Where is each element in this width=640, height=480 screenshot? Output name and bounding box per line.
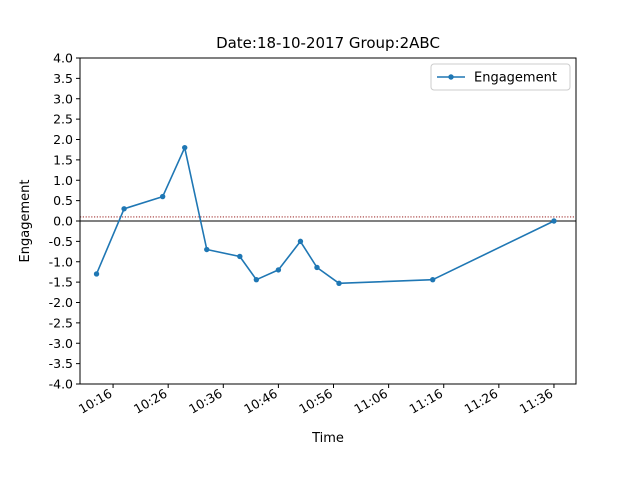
x-tick-label: 11:16 xyxy=(407,386,446,417)
data-point xyxy=(275,267,282,273)
reference-lines xyxy=(80,216,576,222)
series-line xyxy=(95,146,555,285)
y-tick-label: 4.0 xyxy=(53,51,73,66)
data-point xyxy=(204,246,210,253)
data-point xyxy=(253,276,260,283)
y-axis-title: Engagement xyxy=(18,180,33,263)
y-tick-label: -0.5 xyxy=(49,234,73,249)
x-tick-label: 10:16 xyxy=(76,386,115,417)
y-tick-label: -3.0 xyxy=(49,336,73,351)
data-point xyxy=(336,280,342,287)
y-tick-label: 3.0 xyxy=(53,91,73,106)
x-axis: 10:16 10:26 10:36 10:46 10:56 11:06 11:16 11:26… xyxy=(76,384,556,417)
x-tick-label: 11:36 xyxy=(517,386,556,417)
data-point xyxy=(237,253,243,260)
y-tick-label: -1.5 xyxy=(49,275,73,290)
y-tick-label: 2.0 xyxy=(53,132,73,147)
data-point xyxy=(159,193,166,200)
y-tick-label: 1.5 xyxy=(53,152,73,167)
x-tick-label: 10:26 xyxy=(131,386,170,417)
y-tick-label: 0.5 xyxy=(53,193,73,208)
data-point xyxy=(297,238,304,245)
y-tick-label: -3.5 xyxy=(49,356,73,371)
y-tick-label: 2.5 xyxy=(53,112,73,127)
data-point xyxy=(93,271,100,277)
data-point xyxy=(430,276,436,283)
legend-box xyxy=(430,63,571,91)
y-tick-label: -4.0 xyxy=(49,377,73,392)
y-tick-label: -2.0 xyxy=(49,295,73,310)
x-tick-label: 10:46 xyxy=(241,386,280,417)
y-tick-label: 0.0 xyxy=(53,214,73,229)
data-point xyxy=(551,218,557,224)
data-point xyxy=(314,264,320,271)
data-point xyxy=(121,206,127,212)
y-tick-label: 1.0 xyxy=(53,173,73,188)
legend: Engagement xyxy=(430,63,571,91)
y-tick-label: -2.5 xyxy=(49,315,73,330)
x-tick-label: 11:06 xyxy=(351,386,390,417)
y-axis: -4.0 -3.5 -3.0 -2.5 -2.0 -1.5 -1.0 -0.5 0.0 0.5 1.… xyxy=(49,51,80,392)
x-tick-label: 11:26 xyxy=(462,386,501,417)
x-axis-title: Time xyxy=(311,431,344,446)
series-layer xyxy=(93,144,557,287)
y-tick-label: -1.0 xyxy=(49,254,73,269)
x-tick-label: 10:36 xyxy=(186,386,225,417)
y-tick-label: 3.5 xyxy=(53,71,73,86)
chart-title: Date:18-10-2017 Group:2ABC xyxy=(216,34,440,52)
legend-marker xyxy=(448,74,454,80)
x-tick-label: 10:56 xyxy=(296,386,335,417)
legend-label: Engagement xyxy=(474,71,557,86)
data-point xyxy=(182,144,188,151)
